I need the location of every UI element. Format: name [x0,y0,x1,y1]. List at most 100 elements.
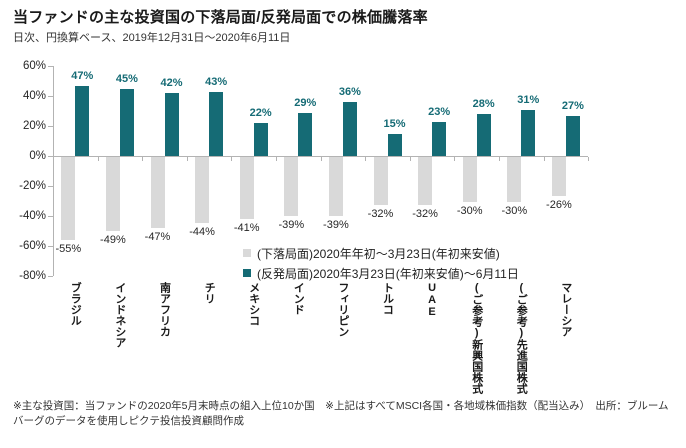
category-label: (ご参考)先進国株式 [515,282,528,394]
decline-swatch [243,249,251,257]
x-axis-tick-mark [409,157,411,161]
decline-bar [373,157,388,205]
rebound-swatch [243,269,251,277]
x-axis-tick-mark [499,157,500,161]
decline-value-label: -55% [55,242,82,255]
decline-bar [507,157,522,202]
x-axis-tick-mark [365,157,367,161]
rebound-bar [164,93,179,156]
decline-bar [551,157,566,196]
decline-bar [105,157,120,231]
y-axis-tick-mark [48,66,53,67]
y-axis-tick-label: -60% [19,240,46,252]
rebound-value-label: 23% [428,105,451,118]
rebound-bar [565,115,580,156]
zero-axis-line [53,156,589,157]
rebound-value-label: 42% [160,77,183,89]
rebound-bar [253,123,268,156]
rebound-value-label: 36% [338,86,361,98]
x-axis-tick-mark [186,157,188,161]
y-axis-tick-label: 60% [22,60,46,72]
rebound-value-label: 28% [472,98,495,110]
decline-value-label: -30% [501,205,528,217]
x-axis-tick-mark [454,157,456,161]
decline-bar [328,157,343,216]
rebound-value-label: 29% [294,96,317,109]
rebound-value-label: 43% [205,75,228,88]
rebound-bar [521,109,536,156]
decline-value-label: -26% [546,199,572,211]
x-axis-tick-mark [588,157,590,161]
y-axis-tick-mark [48,276,53,277]
category-label: UAE [426,282,439,318]
rebound-value-label: 15% [383,117,406,130]
category-label: 南アフリカ [158,282,171,337]
bar-chart: 60% 40% 20% 0% -20% -40% -60% -80% 47% -55% ブラジル 45… [0,60,686,400]
rebound-value-label: 27% [561,99,584,112]
decline-value-label: -30% [456,205,483,217]
decline-value-label: -44% [189,226,215,238]
y-axis-tick-label: 20% [22,120,46,132]
category-label: (ご参考)新興国株式 [470,282,483,394]
category-label: ブラジル [69,282,82,326]
decline-value-label: -41% [233,221,260,234]
category-label: トルコ [381,282,394,315]
y-axis-tick-mark [48,126,53,127]
footnote: ※主な投資国：当ファンドの2020年5月末時点の組入上位10か国 ※上記はすべて… [13,400,669,427]
x-axis-tick-mark [142,157,144,161]
decline-bar [284,157,299,216]
legend-item-decline: (下落局面)2020年年初～3月23日(年初来安値) [243,243,519,263]
decline-value-label: -39% [323,218,349,231]
legend-label-rebound: (反発局面)2020年3月23日(年初来安値)～6月11日 [257,266,519,281]
decline-bar [462,157,477,202]
y-axis-tick-label: -80% [19,270,46,282]
rebound-bar [476,114,491,156]
y-axis-tick-mark [48,186,53,187]
decline-bar [239,157,254,219]
rebound-bar [209,91,224,156]
rebound-value-label: 22% [249,107,272,119]
category-label: マレーシア [559,282,572,337]
decline-bar [61,157,76,240]
decline-value-label: -32% [412,208,438,220]
page-title: 当ファンドの主な投資国の下落局面/反発局面での株価騰落率 [13,9,428,26]
decline-value-label: -47% [144,230,171,243]
x-axis-tick-mark [543,157,545,161]
legend-label-decline: (下落局面)2020年年初～3月23日(年初来安値) [257,246,500,261]
y-axis-tick-label: 0% [29,150,46,162]
decline-bar [418,157,433,205]
y-axis-tick-mark [48,156,53,157]
rebound-value-label: 31% [517,93,540,106]
y-axis-tick-label: -40% [19,210,46,222]
y-axis-tick-mark [48,96,53,97]
y-axis-tick-mark [48,216,53,217]
rebound-bar [119,88,134,156]
x-axis-tick-mark [320,157,322,161]
y-axis-line [53,66,54,276]
decline-value-label: -49% [100,233,126,246]
rebound-value-label: 47% [71,69,94,82]
rebound-bar [298,112,313,156]
decline-bar [195,157,210,223]
rebound-bar [432,121,447,156]
category-label: インド [292,282,305,315]
decline-value-label: -39% [278,218,305,231]
x-axis-tick-mark [276,157,277,161]
chart-subtitle: 日次、円換算ベース、2019年12月31日～2020年6月11日 [13,32,291,44]
rebound-bar [387,133,402,156]
x-axis-tick-mark [97,157,99,161]
y-axis-tick-label: -20% [19,180,46,192]
x-axis-tick-mark [231,157,233,161]
chart-legend: (下落局面)2020年年初～3月23日(年初来安値) (反発局面)2020年3月… [243,243,519,283]
category-label: メキシコ [247,282,260,326]
decline-bar [150,157,165,228]
rebound-bar [342,102,357,156]
rebound-value-label: 45% [115,72,138,85]
rebound-bar [75,85,90,156]
category-label: チリ [203,282,216,304]
y-axis-tick-mark [48,246,53,247]
y-axis-tick-label: 40% [22,90,46,102]
category-label: インドネシア [113,282,126,348]
legend-item-rebound: (反発局面)2020年3月23日(年初来安値)～6月11日 [243,263,519,283]
